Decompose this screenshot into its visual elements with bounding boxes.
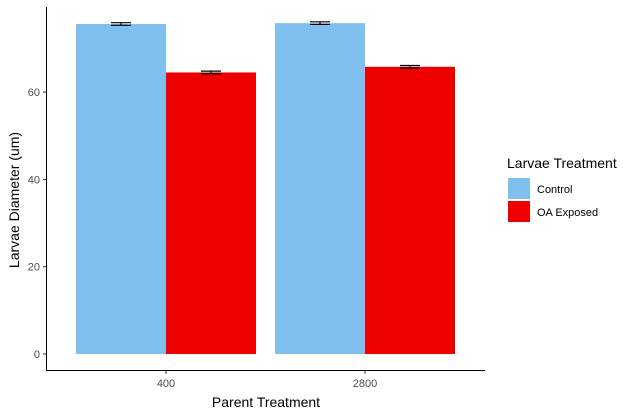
legend-items: Control OA Exposed — [508, 178, 598, 222]
y-axis-title: Larvae Diameter (um) — [6, 132, 22, 268]
y-ticks: 0 20 40 60 — [28, 87, 46, 361]
error-bar-oa-exposed-400 — [201, 70, 221, 75]
legend-item-oa-exposed: OA Exposed — [508, 201, 598, 222]
y-tick-label: 0 — [34, 349, 40, 361]
y-tick-label: 60 — [28, 87, 40, 99]
x-axis-title: Parent Treatment — [212, 394, 320, 410]
legend: Larvae Treatment Control OA Exposed — [507, 155, 617, 222]
y-tick-label: 40 — [28, 174, 40, 186]
error-bar-oa-exposed-2800 — [400, 64, 420, 69]
error-bar-control-400 — [111, 22, 131, 26]
legend-label: Control — [537, 184, 572, 196]
legend-swatch — [508, 201, 530, 222]
bar-control-2800 — [275, 23, 365, 355]
error-bar-control-2800 — [310, 21, 330, 26]
legend-title: Larvae Treatment — [507, 155, 617, 171]
x-ticks: 400 2800 — [157, 371, 377, 390]
legend-item-control: Control — [508, 178, 572, 199]
legend-swatch — [508, 178, 530, 199]
bar-oa-exposed-400 — [166, 72, 256, 355]
x-tick-label: 400 — [157, 378, 175, 390]
bar-control-400 — [76, 24, 166, 354]
bars-layer — [76, 23, 455, 355]
error-bars-layer — [111, 21, 420, 75]
y-tick-label: 20 — [28, 262, 40, 274]
legend-label: OA Exposed — [537, 207, 598, 219]
x-tick-label: 2800 — [353, 378, 377, 390]
bar-oa-exposed-2800 — [365, 66, 455, 355]
